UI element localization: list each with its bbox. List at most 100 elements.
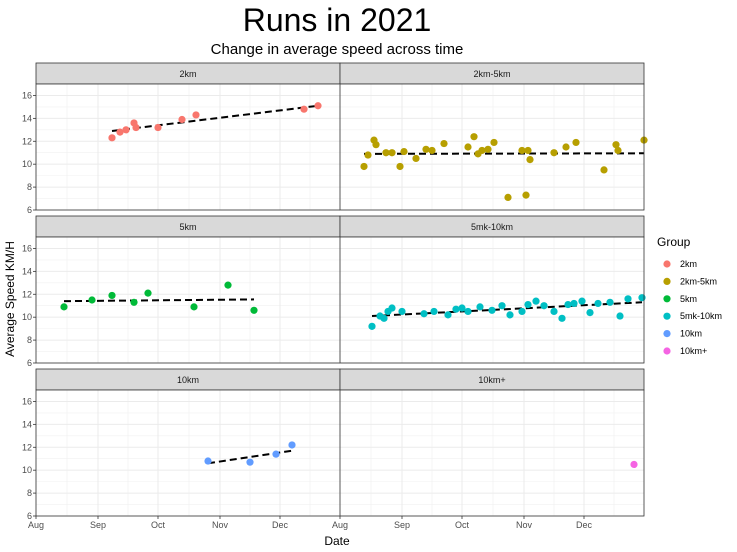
legend-key (663, 312, 671, 320)
data-point (372, 141, 380, 149)
data-point (422, 145, 430, 153)
data-point (440, 139, 448, 148)
data-point (398, 307, 406, 316)
data-point (594, 299, 602, 308)
facet-panels: 2km 2km-5km 5km 5mk-10km 10km 10km+ (35, 62, 648, 517)
y-tick-label: 16 (22, 396, 32, 406)
legend-label: 10km (680, 329, 702, 339)
legend-key (663, 347, 671, 355)
data-point (600, 166, 608, 174)
data-point (526, 156, 534, 164)
data-point (570, 299, 578, 308)
legend-label: 10km+ (680, 346, 707, 356)
x-tick-label: Nov (212, 520, 229, 530)
data-point (430, 307, 438, 316)
y-tick-label: 16 (22, 90, 32, 100)
legend-label: 2km-5km (680, 276, 717, 286)
data-point (550, 149, 558, 157)
data-point (578, 297, 586, 305)
facet-strip-label: 5mk-10km (471, 222, 513, 232)
data-point (444, 311, 452, 319)
data-point (522, 191, 530, 199)
x-tick-label: Nov (516, 520, 533, 530)
data-point (224, 281, 232, 289)
plot-area (340, 390, 644, 516)
facet-panel-2km: 2km (35, 62, 341, 211)
data-point (412, 154, 420, 163)
data-point (586, 309, 594, 317)
data-point (464, 143, 472, 151)
data-point (108, 134, 116, 142)
trend-line (111, 104, 319, 132)
data-point (192, 111, 200, 119)
data-point (108, 291, 116, 300)
facet-strip-label: 2km-5km (473, 69, 510, 79)
legend-key (663, 260, 671, 268)
legend-key (663, 277, 671, 285)
data-point (532, 297, 540, 305)
data-point (524, 146, 532, 155)
trend-line (363, 152, 645, 155)
y-tick-label: 8 (27, 488, 32, 498)
data-point (498, 302, 506, 310)
plot-area (340, 84, 644, 210)
data-point (464, 307, 472, 316)
y-tick-label: 14 (22, 113, 32, 123)
data-point (540, 302, 548, 310)
facet-strip-label: 10km+ (478, 375, 505, 385)
data-point (132, 123, 140, 132)
data-point (490, 138, 498, 147)
data-point (504, 193, 512, 201)
panel-border (339, 83, 645, 211)
data-point (606, 298, 614, 306)
chart-title: Runs in 2021 (243, 2, 432, 38)
data-point (388, 149, 396, 157)
data-point (382, 149, 390, 157)
data-point (144, 289, 152, 297)
legend-key (663, 295, 671, 303)
facet-strip-label: 2km (179, 69, 196, 79)
plot-area (340, 237, 644, 363)
y-tick-label: 10 (22, 312, 32, 322)
y-tick-label: 6 (27, 511, 32, 521)
y-tick-label: 10 (22, 159, 32, 169)
chart-subtitle: Change in average speed across time (211, 41, 464, 58)
data-point (368, 322, 376, 330)
y-axis-title: Average Speed KM/H (3, 241, 17, 357)
data-point (116, 128, 124, 136)
facet-panel-2km-5km: 2km-5km (339, 62, 648, 211)
y-tick-label: 14 (22, 419, 32, 429)
data-point (272, 450, 280, 458)
x-tick-label: Aug (28, 520, 44, 530)
data-point (452, 305, 460, 313)
x-tick-label: Sep (394, 520, 410, 530)
y-tick-label: 6 (27, 358, 32, 368)
y-tick-label: 6 (27, 205, 32, 215)
data-point (518, 146, 526, 155)
y-tick-label: 12 (22, 136, 32, 146)
data-point (476, 303, 484, 311)
data-point (428, 146, 436, 155)
data-point (564, 300, 572, 309)
data-point (246, 458, 254, 466)
y-tick-label: 12 (22, 289, 32, 299)
x-tick-label: Aug (332, 520, 348, 530)
x-tick-label: Oct (455, 520, 470, 530)
data-point (288, 441, 296, 449)
axes: 6 8 10 12 14 16 6 8 10 12 14 16 6 8 10 12 14 16 Aug Sep Oct N… (22, 90, 593, 530)
data-point (630, 460, 638, 469)
plot-area (36, 390, 340, 516)
data-point (400, 147, 408, 156)
panel-border (339, 389, 645, 517)
data-point (518, 307, 526, 316)
x-tick-label: Oct (151, 520, 166, 530)
x-tick-label: Sep (90, 520, 106, 530)
data-point (204, 457, 212, 465)
data-point (506, 311, 514, 319)
data-point (396, 162, 404, 171)
data-point (550, 307, 558, 316)
data-point (616, 312, 624, 320)
legend-key (663, 330, 671, 338)
facet-panel-5mk-10km: 5mk-10km (339, 215, 646, 364)
